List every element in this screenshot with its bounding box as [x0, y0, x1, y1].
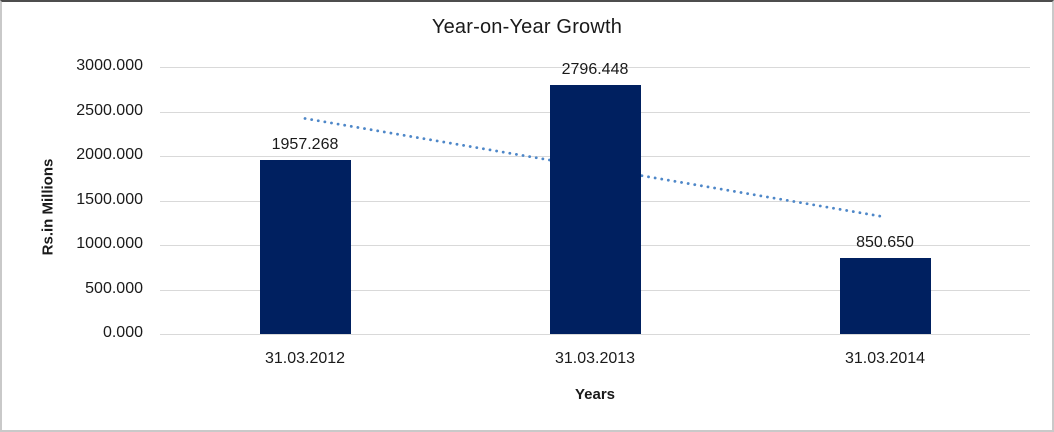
x-tick-label: 31.03.2012	[264, 350, 346, 367]
plot-area: 0.000 500.000 1000.000 1500.000 2000.000 2500…	[76, 57, 1030, 367]
y-tick-label: 0.000	[102, 324, 143, 341]
x-tick-label: 31.03.2014	[844, 350, 926, 367]
bar-data-label: 1957.268	[271, 135, 339, 153]
gridline	[160, 67, 1030, 68]
y-tick-label: 2000.000	[76, 146, 143, 163]
y-tick-label: 3000.000	[76, 57, 143, 74]
x-axis-title: Years	[574, 386, 616, 403]
bar-31.03.2013	[549, 85, 641, 334]
bar-31.03.2014	[839, 258, 931, 334]
bar-data-label: 2796.448	[561, 61, 629, 79]
y-tick-label: 1000.000	[76, 235, 143, 252]
y-tick-label: 500.000	[85, 279, 143, 297]
bar-data-label: 850.650	[856, 234, 914, 252]
x-tick-label: 31.03.2013	[554, 350, 636, 367]
chart-title: Year-on-Year Growth	[431, 16, 623, 38]
y-tick-label: 1500.000	[76, 190, 143, 208]
gridline	[160, 334, 1030, 335]
y-tick-label: 2500.000	[76, 101, 143, 119]
bar-31.03.2012	[259, 159, 351, 334]
